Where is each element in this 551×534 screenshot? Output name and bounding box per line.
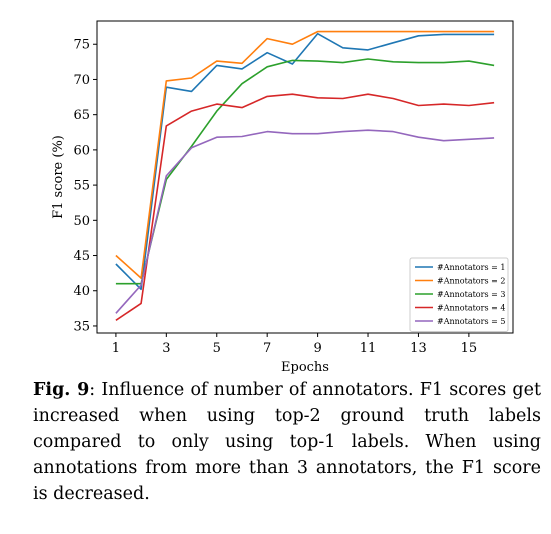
- y-tick-label: 70: [73, 73, 90, 88]
- legend: #Annotators = 1 #Annotators = 2 #Annotator…: [409, 257, 509, 332]
- x-tick-label: 1: [112, 341, 120, 356]
- y-tick-label: 50: [73, 214, 90, 229]
- series-line-4: [115, 93, 495, 321]
- y-axis: 35 40 45 50 55 60 65 70 75: [73, 38, 97, 334]
- legend-label-5: #Annotators = 5: [437, 317, 505, 326]
- caption-text: : Influence of number of annotators. F1 …: [33, 380, 541, 504]
- legend-label-1: #Annotators = 1: [437, 263, 505, 272]
- figure-label: Fig. 9: [33, 380, 90, 400]
- y-tick-label: 65: [73, 108, 90, 123]
- y-axis-title: F1 score (%): [51, 135, 66, 219]
- x-axis-title: Epochs: [281, 360, 329, 375]
- y-tick-label: 60: [73, 143, 90, 158]
- series-line-3: [115, 58, 495, 285]
- series-line-5: [115, 129, 495, 314]
- series-lines: [115, 30, 495, 321]
- x-tick-label: 3: [162, 341, 170, 356]
- x-tick-label: 11: [360, 341, 377, 356]
- x-tick-label: 15: [461, 341, 478, 356]
- y-tick-label: 45: [73, 249, 90, 264]
- x-tick-label: 13: [410, 341, 427, 356]
- series-line-1: [115, 32, 495, 291]
- plot-frame: [96, 20, 514, 334]
- legend-label-2: #Annotators = 2: [437, 276, 505, 285]
- x-tick-label: 9: [313, 341, 321, 356]
- legend-label-3: #Annotators = 3: [437, 290, 505, 299]
- y-tick-label: 75: [73, 38, 90, 53]
- series-line-2: [115, 30, 495, 279]
- figure-caption: Fig. 9: Influence of number of annotator…: [33, 377, 541, 507]
- x-tick-label: 5: [213, 341, 221, 356]
- y-tick-label: 40: [73, 284, 90, 299]
- x-tick-label: 7: [263, 341, 271, 356]
- legend-box: [409, 257, 509, 332]
- y-tick-label: 35: [73, 319, 90, 334]
- legend-label-4: #Annotators = 4: [437, 303, 505, 312]
- y-tick-label: 55: [73, 179, 90, 194]
- x-axis: 1 3 5 7 9 11 13 15: [112, 333, 477, 356]
